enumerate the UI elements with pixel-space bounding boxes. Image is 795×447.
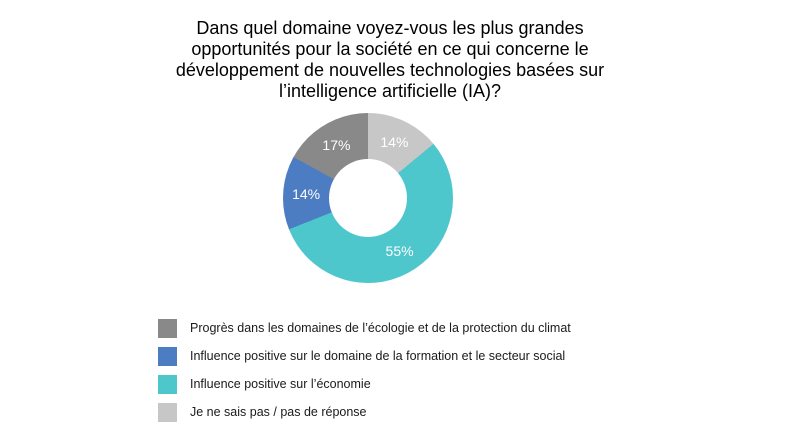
legend: Progrès dans les domaines de l’écologie …: [158, 314, 571, 426]
legend-swatch: [158, 346, 177, 366]
legend-swatch: [158, 402, 177, 422]
slice-value-label: 14%: [292, 186, 321, 203]
legend-swatch: [158, 374, 177, 394]
slice-value-label: 55%: [385, 243, 414, 260]
legend-swatch: [158, 318, 177, 338]
chart-title: Dans quel domaine voyez-vous les plus gr…: [175, 18, 605, 101]
legend-item: Influence positive sur l’économie: [158, 370, 571, 398]
slice-value-label: 14%: [380, 133, 409, 150]
legend-item: Influence positive sur le domaine de la …: [158, 342, 571, 370]
legend-label: Influence positive sur le domaine de la …: [190, 349, 566, 363]
legend-label: Je ne sais pas / pas de réponse: [190, 405, 367, 419]
legend-item: Progrès dans les domaines de l’écologie …: [158, 314, 571, 342]
legend-label: Progrès dans les domaines de l’écologie …: [190, 321, 571, 335]
slice-value-label: 17%: [322, 136, 351, 153]
legend-label: Influence positive sur l’économie: [190, 377, 371, 391]
legend-item: Je ne sais pas / pas de réponse: [158, 398, 571, 426]
donut-chart: 14% 55% 14% 17%: [283, 113, 453, 283]
donut-hole: [329, 159, 407, 237]
